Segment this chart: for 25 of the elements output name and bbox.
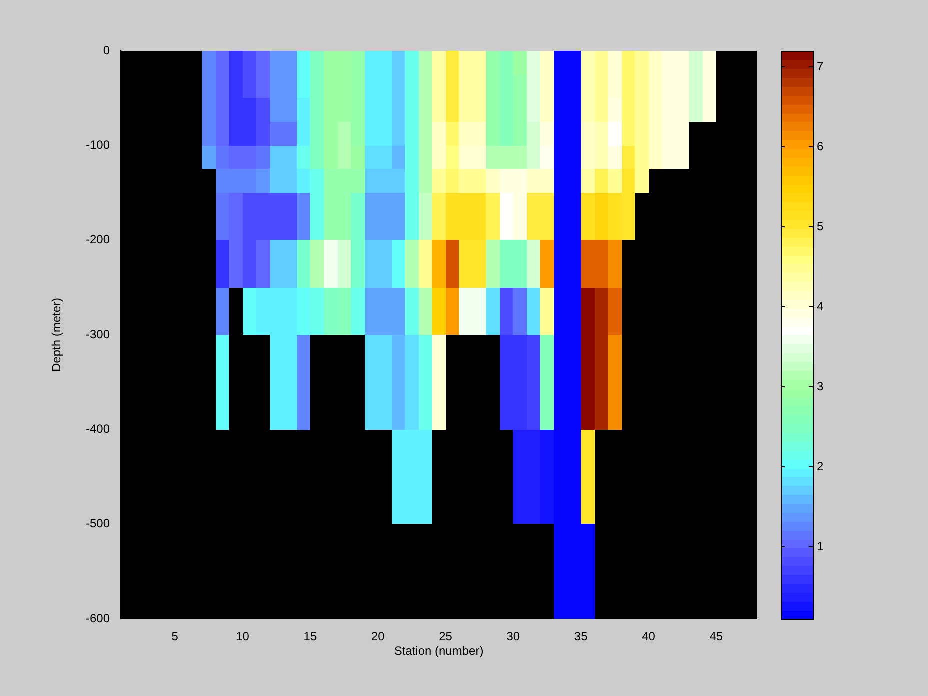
color-bar-label: 5 <box>817 219 824 234</box>
color-bar-label: 3 <box>817 379 824 394</box>
x-tick-label: 10 <box>236 630 250 644</box>
color-bar-label: 2 <box>817 459 824 474</box>
color-bar-label: 7 <box>817 59 824 74</box>
y-tick-label: -300 <box>86 327 110 342</box>
y-axis-title: Depth (meter) <box>50 298 64 372</box>
y-tick-label: -500 <box>86 516 110 531</box>
x-tick-label: 20 <box>371 630 386 644</box>
x-tick-label: 40 <box>642 630 656 644</box>
y-tick-label: -200 <box>86 232 110 247</box>
x-tick-label: 25 <box>439 630 453 644</box>
x-tick-label: 30 <box>506 630 520 644</box>
color-bar-label: 4 <box>817 299 824 314</box>
color-bar-label: 1 <box>817 539 824 554</box>
x-tick-label: 5 <box>172 630 179 644</box>
x-tick-label: 15 <box>304 630 318 644</box>
x-tick-label: 35 <box>574 630 588 644</box>
y-tick-label: -600 <box>86 611 110 626</box>
x-axis-title: Station (number) <box>394 644 484 658</box>
y-tick-label: -100 <box>86 138 110 152</box>
color-bar-label: 6 <box>817 139 824 154</box>
y-tick-label: -400 <box>86 422 110 436</box>
y-tick-label: 0 <box>103 43 110 58</box>
x-tick-label: 45 <box>710 630 724 644</box>
